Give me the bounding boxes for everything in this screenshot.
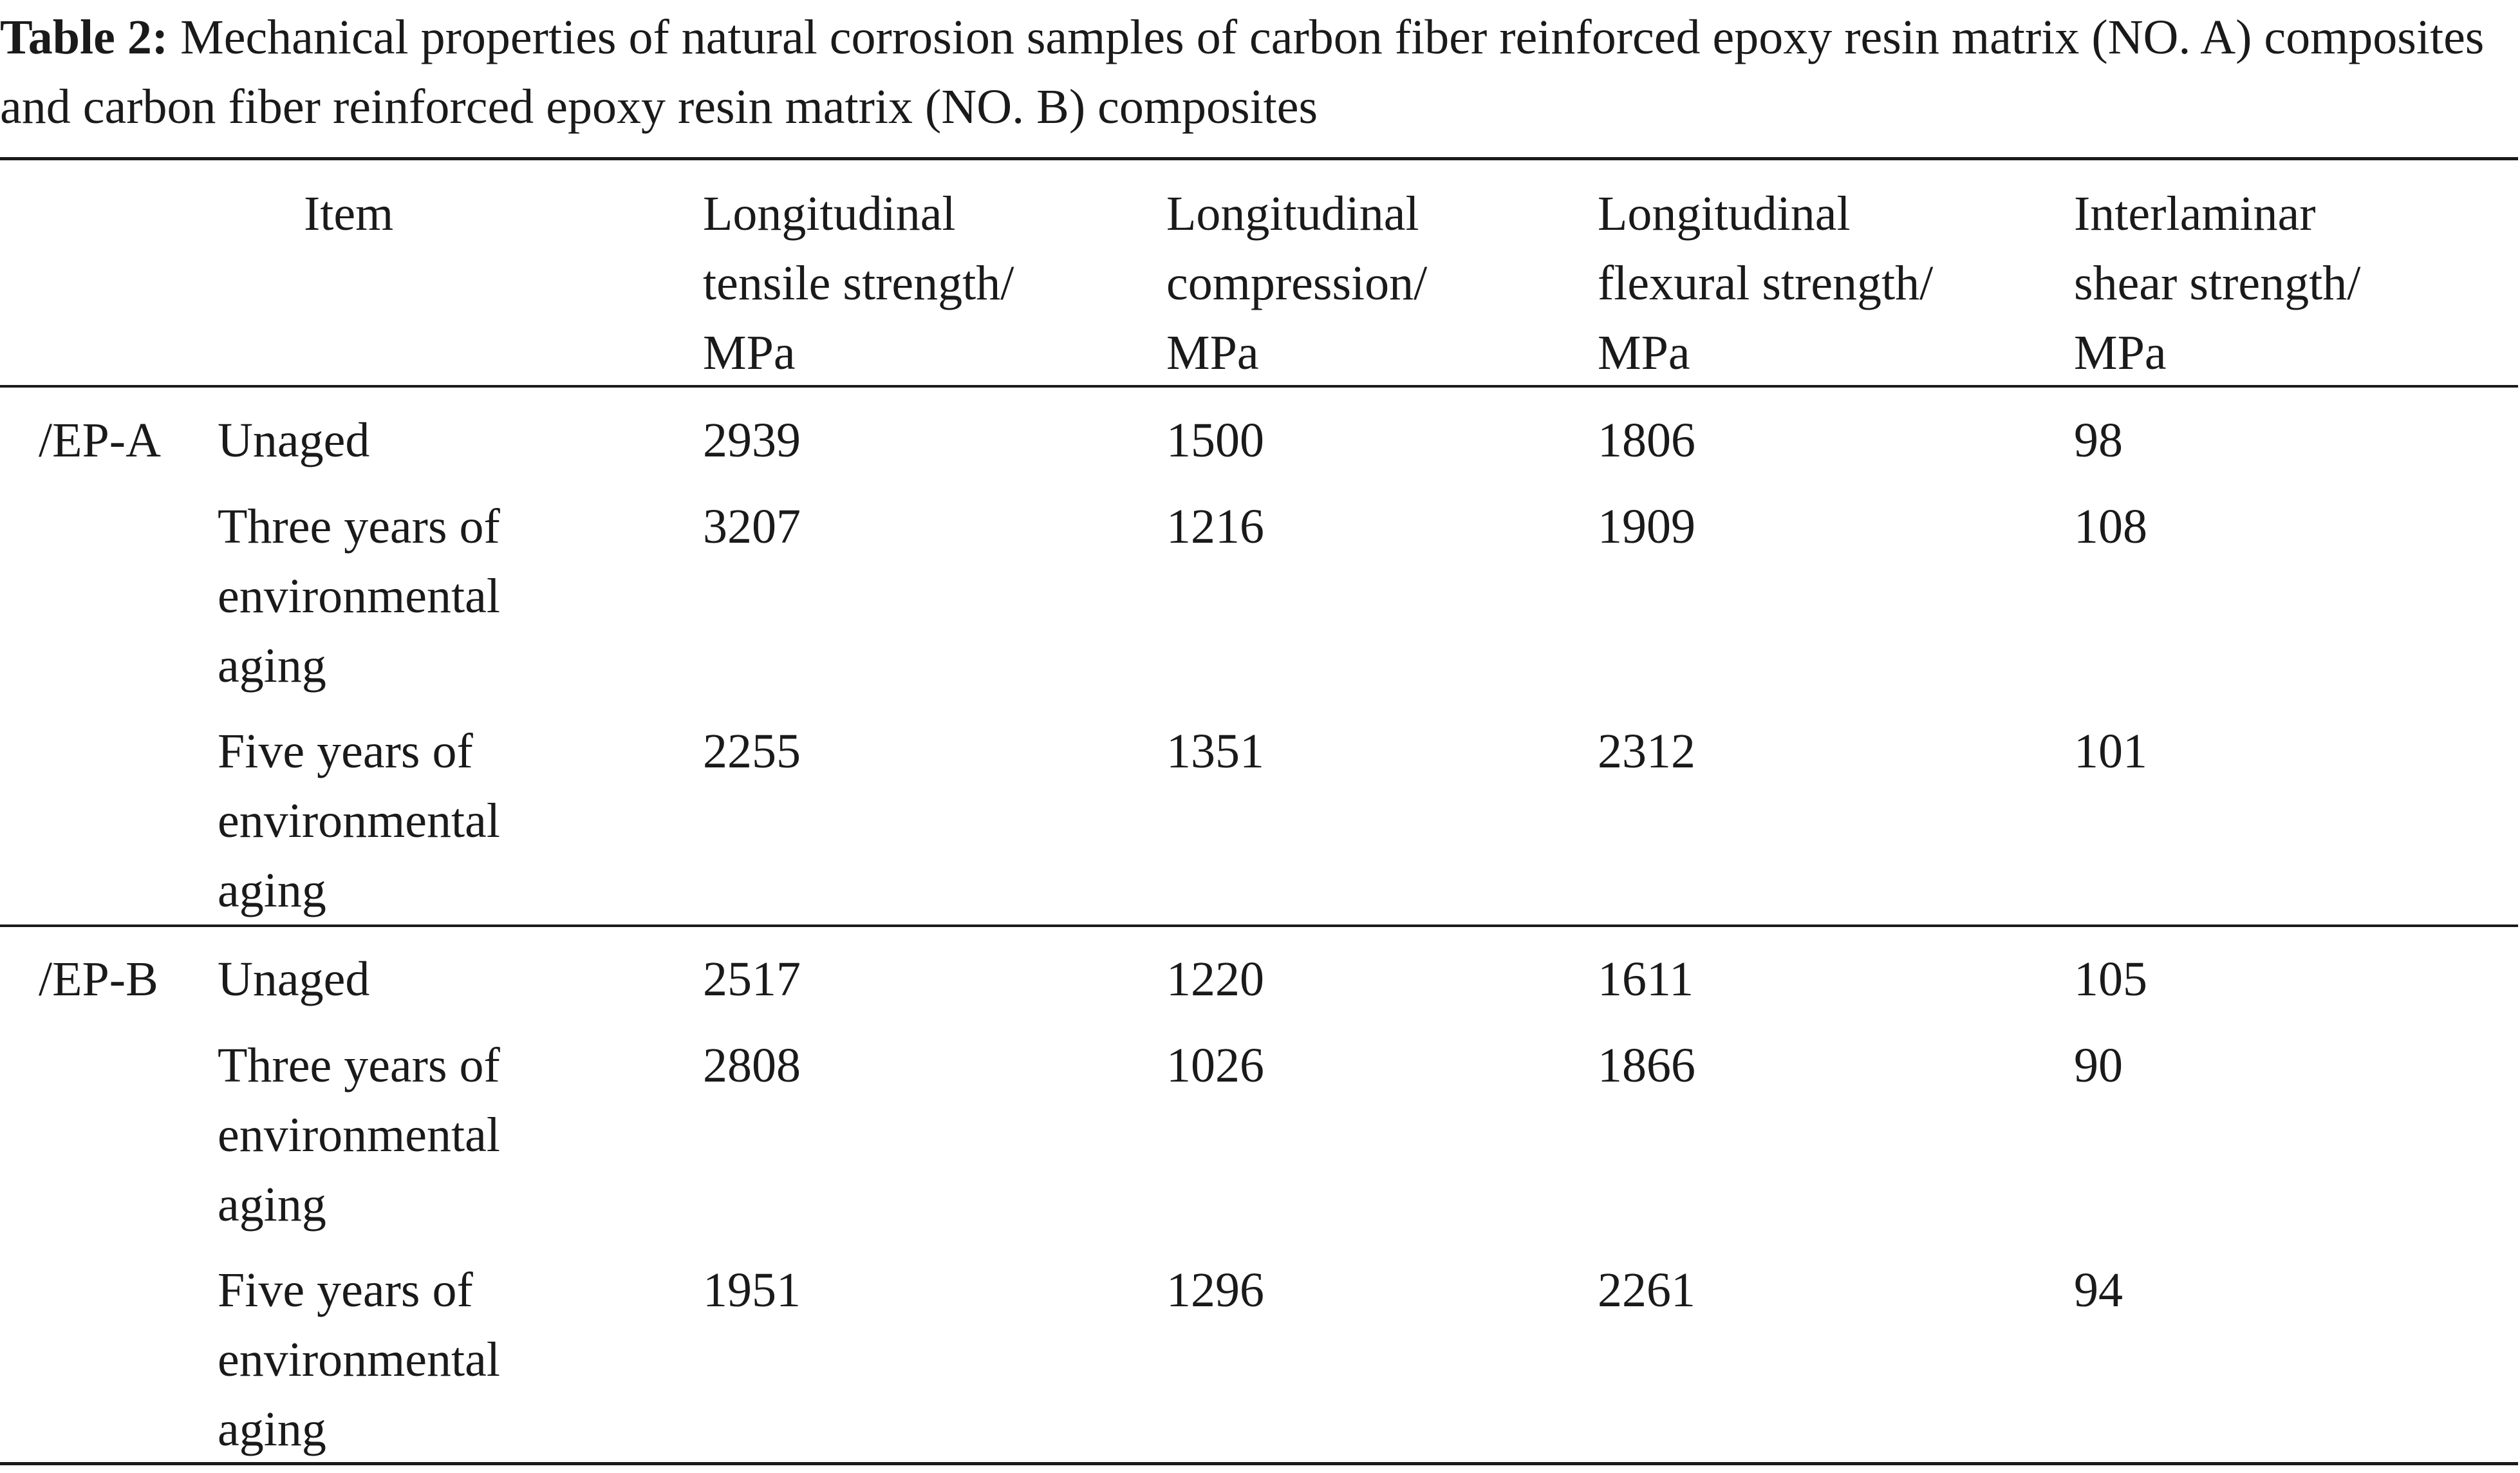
table-cell-value: 90 xyxy=(2074,1038,2123,1093)
table-row-condition: Five years of environmental aging xyxy=(218,724,500,917)
table-cell-value: 1296 xyxy=(1166,1263,1264,1317)
header-compression: Longitudinal compression/ MPa xyxy=(1166,187,1428,380)
table-row-condition: Three years of environmental aging xyxy=(218,1038,500,1232)
table-row-condition: Unaged xyxy=(218,413,370,467)
table-cell-value: 1220 xyxy=(1166,952,1264,1006)
table-cell-value: 94 xyxy=(2074,1263,2123,1317)
table-row-condition: Three years of environmental aging xyxy=(218,500,500,693)
table-cell-value: 1806 xyxy=(1598,413,1695,467)
group-label-ep-b: /EP-B xyxy=(39,952,158,1006)
table-cell-value: 101 xyxy=(2074,724,2147,778)
table-cell-value: 108 xyxy=(2074,500,2147,554)
table-cell-value: 98 xyxy=(2074,413,2123,467)
table-cell-value: 2939 xyxy=(703,413,801,467)
table-cell-value: 1351 xyxy=(1166,724,1264,778)
header-item: Item xyxy=(304,187,394,241)
table-row-condition: Five years of environmental aging xyxy=(218,1263,500,1456)
table-cell-value: 2808 xyxy=(703,1038,801,1093)
table-row-condition: Unaged xyxy=(218,952,370,1006)
table-top-rule xyxy=(0,157,2518,160)
table-cell-value: 2255 xyxy=(703,724,801,778)
table-cell-value: 1611 xyxy=(1598,952,1694,1006)
table-cell-value: 1909 xyxy=(1598,500,1695,554)
table-cell-value: 2261 xyxy=(1598,1263,1695,1317)
table-cell-value: 1216 xyxy=(1166,500,1264,554)
table-cell-value: 3207 xyxy=(703,500,801,554)
table-caption-text: Mechanical properties of natural corrosi… xyxy=(0,10,2485,134)
table-header-rule xyxy=(0,385,2518,388)
table-cell-value: 2312 xyxy=(1598,724,1695,778)
table-bottom-rule xyxy=(0,1462,2518,1465)
table-caption: Table 2: Mechanical properties of natura… xyxy=(0,3,2520,142)
table-cell-value: 1500 xyxy=(1166,413,1264,467)
header-flexural-strength: Longitudinal flexural strength/ MPa xyxy=(1598,187,1934,380)
table-cell-value: 1866 xyxy=(1598,1038,1695,1093)
table-caption-label: Table 2: xyxy=(0,10,169,64)
header-tensile-strength: Longitudinal tensile strength/ MPa xyxy=(703,187,1014,380)
table-cell-value: 105 xyxy=(2074,952,2147,1006)
header-shear-strength: Interlaminar shear strength/ MPa xyxy=(2074,187,2361,380)
group-label-ep-a: /EP-A xyxy=(39,413,161,467)
table-cell-value: 2517 xyxy=(703,952,801,1006)
table-cell-value: 1026 xyxy=(1166,1038,1264,1093)
table-cell-value: 1951 xyxy=(703,1263,801,1317)
table-group-divider xyxy=(0,924,2518,927)
